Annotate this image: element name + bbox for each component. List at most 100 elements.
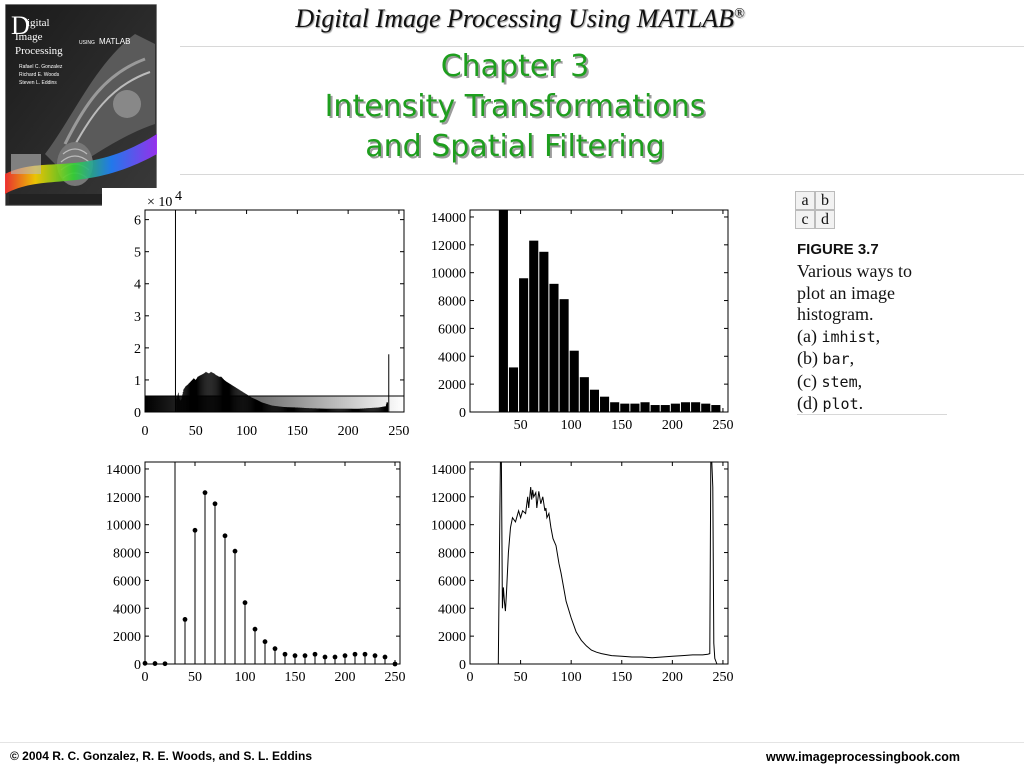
stem-marker: [212, 501, 218, 507]
y-tick-label-b: 8000: [438, 295, 466, 310]
bar: [549, 283, 559, 412]
header-rule-bottom: [180, 174, 1024, 175]
x-tick-label-a: 200: [338, 424, 359, 439]
cover-author1: Rafael C. Gonzalez: [19, 64, 63, 70]
stem-marker: [332, 654, 338, 660]
y-tick-label-d: 10000: [431, 519, 466, 534]
stem-marker: [222, 533, 228, 539]
x-tick-label-c: 0: [142, 670, 149, 685]
x-tick-label-a: 0: [142, 424, 149, 439]
y-tick-label-c: 8000: [113, 547, 141, 562]
plot-frame-b: [469, 209, 729, 413]
y-tick-label-a: 0: [134, 406, 141, 421]
x-tick-label-c: 50: [188, 670, 202, 685]
cover-title-line1: igital: [27, 17, 50, 29]
bar: [680, 402, 691, 412]
bar: [519, 278, 529, 412]
stem-marker: [292, 653, 298, 659]
stem-marker: [352, 651, 358, 657]
y-tick-label-a: 6: [134, 214, 141, 229]
bar: [650, 405, 660, 412]
y-tick-label-d: 14000: [431, 463, 466, 478]
figure-label: FIGURE 3.7: [797, 241, 879, 258]
bar: [508, 367, 519, 412]
bar: [691, 402, 701, 412]
chapter-number: Chapter 3: [440, 49, 590, 84]
plot-frame-a: [144, 209, 405, 413]
y-tick-label-d: 12000: [431, 491, 466, 506]
x-tick-label-b: 200: [662, 418, 683, 433]
y-tick-label-d: 0: [459, 658, 466, 673]
caption-rule: [797, 414, 947, 415]
y-multiplier-exponent: 4: [175, 189, 182, 204]
y-tick-label-b: 6000: [438, 322, 466, 337]
plot-frame-d: [469, 461, 729, 665]
caption-d-suffix: .: [858, 393, 864, 413]
cover-title-line2: Image: [15, 31, 43, 43]
x-tick-label-b: 150: [611, 418, 632, 433]
x-tick-label-c: 100: [235, 670, 256, 685]
stem-marker: [362, 651, 368, 657]
bar: [701, 403, 711, 412]
stem-marker: [342, 653, 348, 659]
bar: [559, 299, 569, 412]
caption-item-d: (d) plot.: [797, 393, 912, 416]
stem-marker: [392, 661, 398, 667]
stem-marker: [312, 651, 318, 657]
caption-c-suffix: ,: [857, 370, 863, 391]
bar: [640, 402, 650, 412]
stem-marker: [372, 653, 378, 659]
bar: [579, 377, 589, 412]
bar: [660, 405, 670, 412]
y-tick-label-d: 4000: [438, 602, 466, 617]
histogram-bar-chart: 0 2000 4000 6000 8000 10000 12000 14000 50 100 150…: [431, 209, 733, 433]
x-tick-label-c: 200: [335, 670, 356, 685]
y-tick-label-c: 10000: [106, 519, 141, 534]
figure-panel: [102, 188, 752, 700]
stem-marker: [282, 651, 288, 657]
bar: [569, 350, 579, 412]
registered-mark: ®: [733, 6, 745, 22]
y-tick-label-b: 2000: [438, 378, 466, 393]
caption-item-a: (a) imhist,: [797, 326, 912, 349]
x-tick-label-d: 0: [467, 670, 474, 685]
x-tick-label-d: 50: [514, 670, 528, 685]
y-tick-label-c: 6000: [113, 574, 141, 589]
stem-marker: [202, 490, 208, 496]
cover-author2: Richard E. Woods: [19, 72, 60, 78]
caption-item-b: (b) bar,: [797, 348, 912, 371]
y-tick-label-a: 1: [134, 374, 141, 389]
histogram-stem-chart: 0 2000 4000 6000 8000 10000 12000 14000 0 50 100 15…: [106, 461, 406, 685]
x-tick-label-d: 100: [561, 670, 582, 685]
y-tick-label-c: 0: [134, 658, 141, 673]
y-tick-label-a: 5: [134, 246, 141, 261]
panel-letter-c: c: [795, 210, 815, 229]
bar: [630, 403, 640, 412]
bar: [711, 405, 721, 412]
y-tick-label-b: 14000: [431, 211, 466, 226]
caption-line3: histogram.: [797, 304, 874, 324]
x-tick-label-a: 100: [236, 424, 257, 439]
y-tick-label-c: 4000: [113, 602, 141, 617]
panel-letter-d: d: [815, 210, 835, 229]
header-rule-top: [180, 46, 1024, 47]
footer-copyright: © 2004 R. C. Gonzalez, R. E. Woods, and …: [10, 749, 313, 763]
stem-marker: [232, 548, 238, 554]
stem-marker: [152, 661, 158, 666]
x-tick-label-a: 150: [287, 424, 308, 439]
cover-matlab: MATLAB: [99, 37, 130, 46]
caption-a-code: imhist: [821, 327, 876, 346]
figure-caption: Various ways to plot an image histogram.…: [797, 261, 912, 416]
y-tick-label-c: 12000: [106, 491, 141, 506]
bar: [539, 251, 549, 412]
caption-item-c: (c) stem,: [797, 371, 912, 394]
bar: [589, 389, 599, 412]
cover-brand-letter: D: [11, 11, 30, 40]
cover-using: USING: [79, 40, 95, 46]
caption-d-code: plot: [822, 395, 859, 413]
caption-a-suffix: ,: [875, 325, 881, 346]
footer-website-link[interactable]: www.imageprocessingbook.com: [766, 750, 961, 764]
header-title: Digital Image Processing Using MATLAB®: [200, 4, 840, 34]
panel-letter-b: b: [815, 191, 835, 210]
histogram-plot-chart: 0 2000 4000 6000 8000 10000 12000 14000 0 50 100 15…: [431, 461, 733, 685]
